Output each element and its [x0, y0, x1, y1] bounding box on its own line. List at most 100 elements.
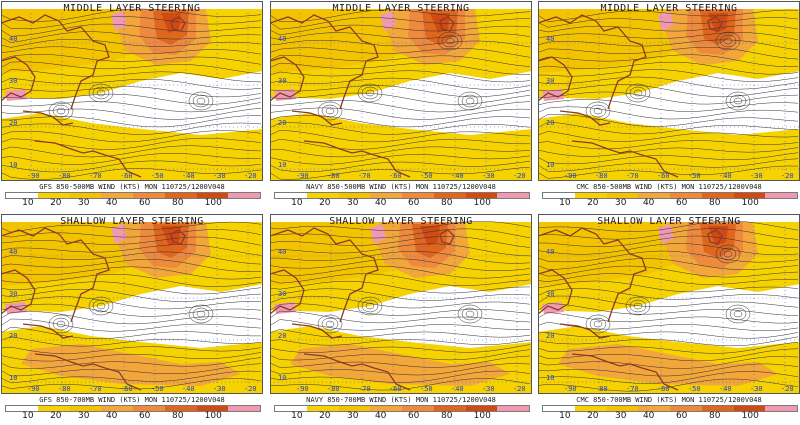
legend-tick-label: 60: [407, 198, 420, 208]
streamline: [538, 54, 799, 67]
longitude-label: -90: [27, 172, 40, 180]
legend-tick-label: 80: [440, 198, 453, 208]
panel-navy-middle: 40 30 20 10 -90 -80 -70 -60 -50 -40 -30 -20 MIDDLE …: [270, 1, 532, 211]
longitude-label: -30: [750, 385, 763, 393]
coastlines: [1, 14, 186, 178]
wind-map: 40 30 20 10 -90 -80 -70 -60 -50 -40 -30 -20: [1, 1, 263, 181]
circulation-eddy: [593, 107, 603, 115]
streamline: [538, 24, 799, 33]
legend-swatch: [497, 193, 529, 198]
panel-navy-shallow: 40 30 20 10 -90 -80 -70 -60 -50 -40 -30 -20 SHALLOW…: [270, 214, 532, 424]
latitude-label: 10: [9, 161, 17, 169]
streamline: [538, 140, 799, 150]
legend-swatch: [433, 406, 466, 411]
map-title: MIDDLE LAYER STEERING: [63, 3, 201, 14]
legend-tick-label: 30: [78, 198, 90, 208]
latitude-label: 30: [9, 77, 17, 85]
legend-swatch: [338, 193, 371, 198]
color-legend: [5, 405, 261, 412]
streamline: [270, 310, 531, 324]
wind-map: 40 30 20 10 -90 -80 -70 -60 -50 -40 -30 -20: [270, 1, 532, 181]
streamline: [1, 318, 262, 332]
coastline: [22, 110, 74, 126]
streamline: [1, 311, 262, 325]
legend-tick-label: 30: [78, 411, 90, 421]
longitude-label: -40: [451, 172, 464, 180]
legend-swatch: [101, 406, 133, 411]
legend-tick-label: 40: [642, 198, 655, 208]
legend-swatch: [638, 406, 670, 411]
streamline: [1, 122, 262, 135]
legend-ticks: 10 20 30 40 60 80 100: [5, 198, 259, 209]
longitude-label: -20: [781, 385, 794, 393]
coastline: [270, 56, 305, 102]
legend-swatch: [670, 406, 702, 411]
latitude-label: 30: [278, 290, 286, 298]
streamline: [270, 100, 531, 113]
legend-swatch: [465, 406, 498, 411]
shade-20-30: [538, 9, 688, 73]
streamline: [1, 296, 262, 310]
streamlines: [1, 221, 262, 390]
streamline: [270, 370, 531, 383]
coastline: [1, 14, 110, 110]
map-caption: NAVY 850-500MB WIND (KTS) MON 110725/120…: [306, 183, 496, 191]
legend-tick-label: 80: [708, 198, 721, 208]
circulation-eddy: [633, 89, 643, 97]
coastline: [439, 16, 455, 32]
latitude-label: 40: [546, 248, 554, 256]
circulation-eddy: [465, 310, 475, 318]
lat-lon-grid: [1, 13, 263, 181]
streamline: [270, 146, 531, 158]
legend-ticks: 10 20 30 40 60 80 100: [274, 411, 528, 422]
streamline: [538, 243, 799, 256]
circulation-eddy: [48, 314, 74, 334]
longitude-label: -80: [58, 172, 71, 180]
circulation-eddy: [88, 296, 114, 316]
coastline: [170, 229, 186, 245]
legend-tick-label: 40: [374, 411, 387, 421]
circulation-eddy: [56, 320, 66, 328]
streamline: [538, 348, 799, 362]
legend-tick-label: 40: [642, 411, 655, 421]
legend-swatch: [733, 193, 766, 198]
legend-tick-label: 100: [204, 198, 222, 208]
streamline: [538, 152, 799, 165]
wind-speed-shading: [1, 222, 263, 394]
circulation-eddy: [589, 317, 607, 331]
map-caption: NAVY 850-700MB WIND (KTS) MON 110725/120…: [306, 396, 496, 404]
circulation-eddy: [461, 94, 479, 108]
streamline: [538, 69, 799, 82]
circulation-eddy: [325, 320, 335, 328]
circulation-eddy: [321, 317, 339, 331]
longitude-label: -30: [750, 172, 763, 180]
latitude-label: 10: [278, 161, 286, 169]
streamline: [270, 115, 531, 128]
circulation-eddy: [96, 89, 106, 97]
streamline: [1, 346, 262, 354]
legend-tick-label: 60: [675, 411, 688, 421]
latitude-label: 20: [546, 119, 554, 127]
legend-tick-label: 10: [22, 411, 34, 421]
map-caption: CMC 850-500MB WIND (KTS) MON 110725/1200…: [576, 183, 762, 191]
color-legend: [542, 405, 798, 412]
longitude-label: -50: [151, 385, 164, 393]
streamline: [538, 363, 799, 377]
longitude-label: -50: [688, 385, 701, 393]
streamline: [538, 280, 799, 293]
streamline: [538, 228, 799, 240]
longitude-label: -90: [564, 385, 577, 393]
shade-100: [380, 11, 396, 31]
coastline: [1, 56, 36, 102]
streamline: [1, 77, 262, 90]
coastline: [1, 227, 110, 323]
streamline: [538, 121, 799, 135]
legend-ticks: 10 20 30 40 60 80 100: [274, 198, 528, 209]
panel-cmc-middle: 40 30 20 10 -90 -80 -70 -60 -50 -40 -30 -20 MIDDLE …: [538, 1, 800, 211]
circulation-eddy: [593, 320, 603, 328]
longitude-label: -90: [296, 172, 309, 180]
color-legend: [5, 192, 261, 199]
legend-swatch: [6, 193, 38, 198]
streamline: [1, 378, 262, 390]
streamline: [538, 106, 799, 120]
